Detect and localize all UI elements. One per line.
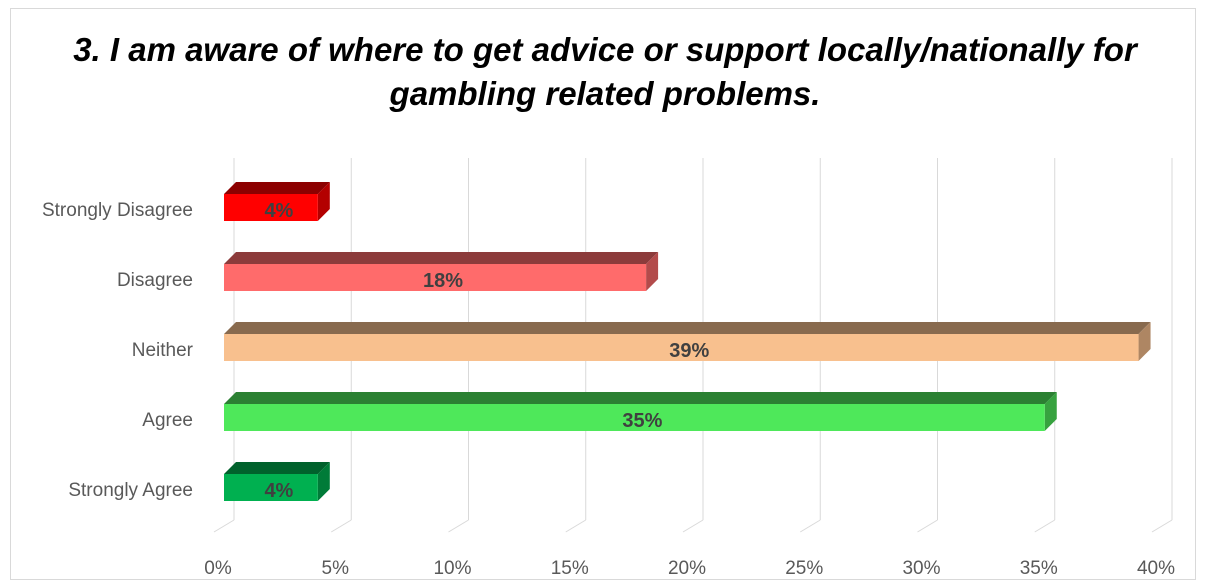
bar-side-face — [646, 252, 659, 291]
bar — [224, 334, 1139, 361]
x-tick-label: 30% — [902, 558, 940, 579]
gridline-floor — [213, 519, 235, 533]
data-label: 18% — [423, 270, 463, 292]
bar — [224, 474, 318, 501]
gridline-floor — [565, 519, 587, 533]
gridline-floor — [448, 519, 469, 533]
gridline-floor — [330, 519, 352, 533]
bar-top-face — [224, 182, 330, 194]
x-tick-label: 20% — [668, 558, 706, 579]
gridline-floor — [917, 519, 938, 533]
bar-top-face — [224, 252, 659, 264]
category-label: Agree — [142, 410, 193, 431]
category-label: Disagree — [117, 270, 193, 291]
data-label: 4% — [264, 480, 293, 502]
bar-top-face — [224, 392, 1057, 404]
category-label: Strongly Disagree — [42, 200, 193, 221]
x-tick-label: 35% — [1020, 558, 1058, 579]
data-label: 35% — [622, 410, 662, 432]
x-tick-label: 5% — [322, 558, 350, 579]
x-tick-label: 0% — [204, 558, 232, 579]
data-label: 4% — [264, 200, 293, 222]
bar-side-face — [317, 462, 330, 501]
gridline-floor — [1151, 519, 1173, 533]
bar — [224, 194, 318, 221]
category-label: Neither — [132, 340, 194, 361]
x-tick-label: 15% — [551, 558, 589, 579]
gridline-floor — [1034, 519, 1056, 533]
chart-frame — [10, 8, 1196, 580]
gridline-floor — [799, 519, 821, 533]
bar — [224, 264, 647, 291]
x-tick-label: 25% — [785, 558, 823, 579]
bar-side-face — [1138, 322, 1151, 361]
data-label: 39% — [669, 340, 709, 362]
bar — [224, 404, 1045, 431]
category-label: Strongly Agree — [68, 480, 193, 501]
bar-top-face — [224, 322, 1151, 334]
x-tick-label: 10% — [433, 558, 471, 579]
gridline-floor — [682, 519, 704, 533]
chart-title: 3. I am aware of where to get advice or … — [73, 31, 1137, 112]
bar-side-face — [1044, 392, 1057, 431]
bar-top-face — [224, 462, 330, 474]
bar-side-face — [317, 182, 330, 221]
x-tick-label: 40% — [1137, 558, 1175, 579]
